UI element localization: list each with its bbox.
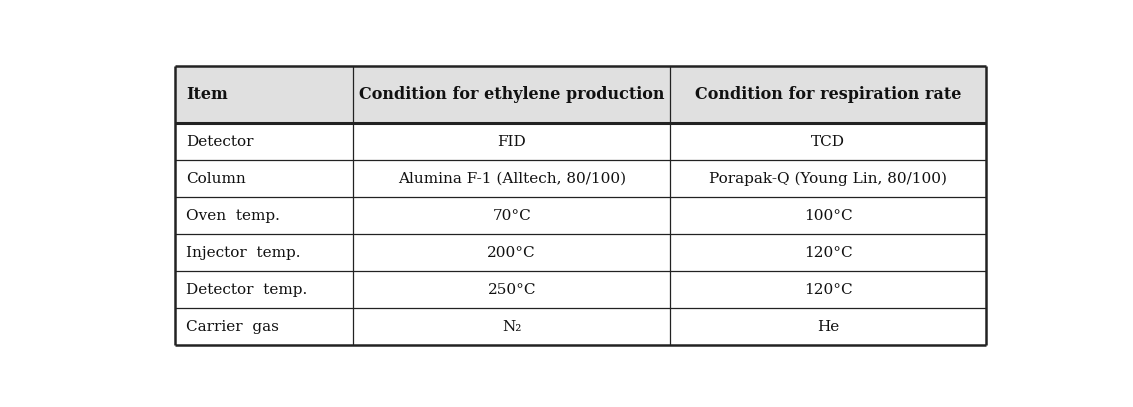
Text: FID: FID: [497, 135, 526, 149]
Text: Condition for respiration rate: Condition for respiration rate: [695, 86, 961, 103]
Text: Condition for ethylene production: Condition for ethylene production: [359, 86, 664, 103]
Text: Item: Item: [187, 86, 228, 103]
Text: Alumina F-1 (Alltech, 80/100): Alumina F-1 (Alltech, 80/100): [398, 172, 625, 186]
Text: Detector: Detector: [187, 135, 254, 149]
Text: He: He: [817, 319, 840, 333]
Text: N₂: N₂: [502, 319, 521, 333]
Text: Injector  temp.: Injector temp.: [187, 246, 301, 260]
Text: 250°C: 250°C: [487, 282, 536, 297]
Text: 120°C: 120°C: [803, 282, 852, 297]
Text: Detector  temp.: Detector temp.: [187, 282, 308, 297]
Text: 100°C: 100°C: [803, 209, 852, 223]
Text: Oven  temp.: Oven temp.: [187, 209, 280, 223]
Text: Carrier  gas: Carrier gas: [187, 319, 279, 333]
Text: Porapak-Q (Young Lin, 80/100): Porapak-Q (Young Lin, 80/100): [709, 172, 947, 186]
Text: 70°C: 70°C: [493, 209, 531, 223]
Text: 200°C: 200°C: [487, 246, 536, 260]
Text: TCD: TCD: [811, 135, 845, 149]
Text: Column: Column: [187, 172, 246, 186]
Text: 120°C: 120°C: [803, 246, 852, 260]
